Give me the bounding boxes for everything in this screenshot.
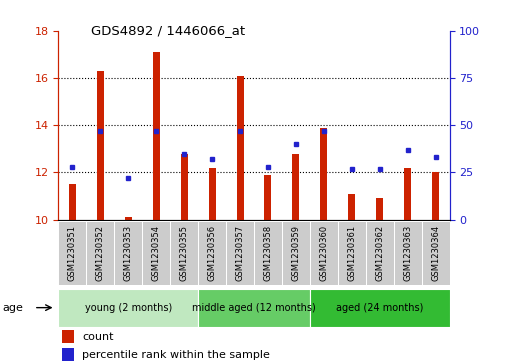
Bar [170, 221, 198, 285]
Bar [226, 221, 254, 285]
Bar [97, 71, 104, 220]
Text: GSM1230355: GSM1230355 [180, 225, 188, 281]
Bar [348, 193, 355, 220]
Text: GSM1230363: GSM1230363 [403, 225, 412, 281]
Bar [62, 330, 74, 343]
Text: GSM1230356: GSM1230356 [208, 225, 216, 281]
Bar [198, 289, 310, 327]
Text: young (2 months): young (2 months) [85, 303, 172, 313]
Text: GSM1230357: GSM1230357 [236, 225, 244, 281]
Bar [181, 154, 187, 220]
Text: GSM1230358: GSM1230358 [264, 225, 272, 281]
Text: GSM1230362: GSM1230362 [375, 225, 384, 281]
Bar [86, 221, 114, 285]
Bar [209, 168, 215, 220]
Bar [153, 52, 160, 220]
Text: count: count [82, 332, 113, 342]
Bar [114, 221, 142, 285]
Bar [265, 175, 271, 220]
Text: percentile rank within the sample: percentile rank within the sample [82, 350, 270, 360]
Text: GSM1230359: GSM1230359 [292, 225, 300, 281]
Bar [366, 221, 394, 285]
Text: age: age [3, 303, 23, 313]
Bar [62, 348, 74, 361]
Bar [58, 221, 86, 285]
Bar [338, 221, 366, 285]
Bar [69, 184, 76, 220]
Bar [125, 217, 132, 220]
Bar [310, 221, 338, 285]
Bar [142, 221, 170, 285]
Bar [394, 221, 422, 285]
Text: GSM1230352: GSM1230352 [96, 225, 105, 281]
Bar [254, 221, 282, 285]
Bar [432, 172, 439, 220]
Bar [198, 221, 226, 285]
Text: GDS4892 / 1446066_at: GDS4892 / 1446066_at [91, 24, 245, 37]
Text: GSM1230354: GSM1230354 [152, 225, 161, 281]
Bar [293, 154, 299, 220]
Text: aged (24 months): aged (24 months) [336, 303, 423, 313]
Bar [310, 289, 450, 327]
Bar [376, 198, 383, 220]
Bar [58, 289, 198, 327]
Bar [404, 168, 411, 220]
Bar [237, 76, 243, 220]
Bar [321, 127, 327, 220]
Text: GSM1230353: GSM1230353 [124, 225, 133, 281]
Text: GSM1230360: GSM1230360 [320, 225, 328, 281]
Text: GSM1230361: GSM1230361 [347, 225, 356, 281]
Text: GSM1230364: GSM1230364 [431, 225, 440, 281]
Text: middle aged (12 months): middle aged (12 months) [192, 303, 316, 313]
Text: GSM1230351: GSM1230351 [68, 225, 77, 281]
Bar [422, 221, 450, 285]
Bar [282, 221, 310, 285]
